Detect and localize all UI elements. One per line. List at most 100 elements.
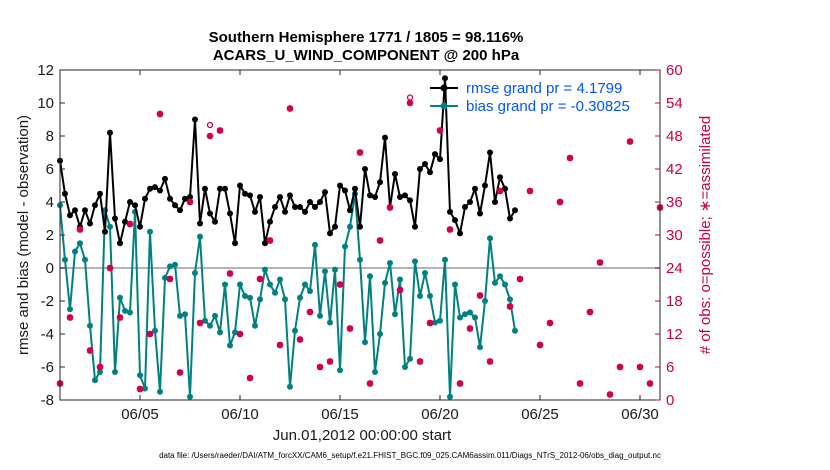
bias-point [447,393,453,400]
y-tick-label: 2 [46,227,54,244]
rmse-point [197,220,203,227]
rmse-series [57,75,518,247]
rmse-point [242,190,248,197]
bias-point [442,256,448,263]
rmse-point [187,194,193,201]
obs-possible-marker [206,121,214,129]
footer-datafile: data file: /Users/raeder/DAI/ATM_forcXX/… [159,451,661,460]
bias-point [137,372,143,379]
y2-tick-label: 0 [666,392,674,409]
bias-point [207,322,213,329]
bias-point [87,322,93,329]
bias-point [222,281,228,288]
bias-point [157,388,163,395]
bias-point [487,235,493,242]
rmse-point [412,223,418,230]
bias-point [267,281,273,288]
y-tick-label: 0 [46,260,54,277]
rmse-point [447,208,453,215]
rmse-point [87,220,93,227]
rmse-point [102,228,108,235]
rmse-point [267,218,273,225]
rmse-point [482,182,488,189]
bias-point [97,368,103,375]
rmse-point [462,203,468,210]
obs-assimilated-marker [156,110,164,118]
rmse-point [147,185,153,192]
y-tick-label: 10 [37,95,54,112]
y2-axis-label: # of obs: o=possible; ∗=assimilated [697,116,714,355]
bias-point [247,294,253,301]
rmse-point [277,194,283,201]
obs-assimilated-marker [646,380,654,387]
rmse-point [262,240,268,247]
bias-point [397,276,403,283]
rmse-point [342,187,348,194]
rmse-point [452,217,458,224]
obs-assimilated-marker [426,319,434,327]
bias-point [142,385,148,392]
bias-point [72,248,78,255]
rmse-point [392,170,398,177]
bias-point [287,383,293,390]
bias-point [392,311,398,318]
obs-assimilated-marker [636,363,644,371]
bias-point [512,327,518,334]
bias-point [67,306,73,313]
rmse-point [317,199,323,205]
bias-point [432,319,438,326]
rmse-point [162,175,168,182]
bias-point [242,293,248,300]
y-tick-label: 8 [46,128,54,145]
rmse-point [357,223,363,230]
obs-assimilated-marker [606,391,614,398]
rmse-point [292,203,298,210]
rmse-point [252,208,258,215]
obs-assimilated-marker [116,314,124,321]
rmse-point [472,185,478,192]
obs-assimilated-marker [186,198,194,206]
obs-assimilated-marker [496,187,504,195]
obs-assimilated-marker [346,325,354,332]
bias-point [232,329,238,336]
obs-assimilated-marker [596,259,604,266]
bias-point [502,281,508,288]
obs-assimilated-marker [86,347,94,354]
rmse-point [232,240,238,247]
rmse-point [312,203,318,210]
bias-point [262,266,268,273]
bias-point [237,281,243,288]
rmse-point [172,202,178,209]
bias-point [362,339,368,346]
bias-point [112,368,118,375]
y2-tick-label: 54 [666,95,683,112]
obs-assimilated-marker [376,237,384,244]
rmse-point [67,212,73,219]
bias-point [152,327,158,334]
obs-assimilated-marker [326,358,334,365]
legend-bias-marker [440,102,448,110]
bias-point [172,261,178,268]
bias-point [497,273,503,280]
rmse-point [97,190,103,197]
obs-assimilated-marker [266,237,274,244]
obs-assimilated-marker [486,358,494,365]
rmse-point [152,184,158,191]
plot-background [60,70,660,400]
bias-point [472,314,478,321]
rmse-point [297,203,303,210]
rmse-point [492,199,498,205]
rmse-point [142,195,148,202]
x-tick-label: 06/20 [421,406,459,423]
rmse-point [207,210,213,217]
bias-point [462,311,468,318]
rmse-point [402,192,408,199]
rmse-point [62,190,68,197]
obs-assimilated-marker [76,226,84,233]
rmse-point [507,215,513,222]
rmse-point [302,208,308,215]
rmse-point [257,194,263,201]
rmse-point [167,195,173,202]
obs-assimilated-marker [506,303,514,310]
